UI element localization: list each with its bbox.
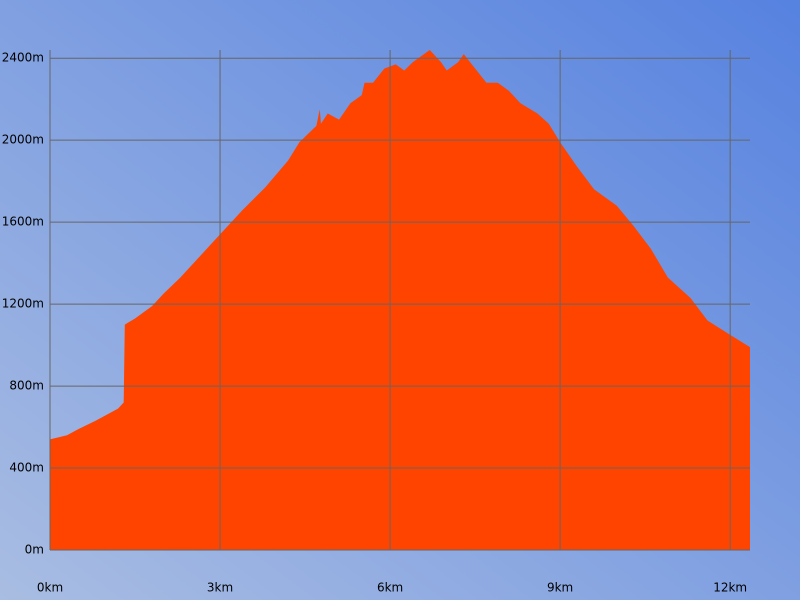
y-tick-label: 1600m xyxy=(2,215,44,229)
y-tick-label: 2400m xyxy=(2,51,44,65)
y-tick-label: 400m xyxy=(9,461,44,475)
y-tick-label: 1200m xyxy=(2,297,44,311)
elevation-area xyxy=(50,50,750,550)
x-tick-label: 0km xyxy=(37,581,63,595)
x-tick-label: 3km xyxy=(207,581,233,595)
y-tick-label: 2000m xyxy=(2,133,44,147)
x-tick-label: 12km xyxy=(713,581,747,595)
x-tick-label: 9km xyxy=(547,581,573,595)
x-tick-label: 6km xyxy=(377,581,403,595)
y-tick-label: 800m xyxy=(9,379,44,393)
y-tick-label: 0m xyxy=(25,543,44,557)
